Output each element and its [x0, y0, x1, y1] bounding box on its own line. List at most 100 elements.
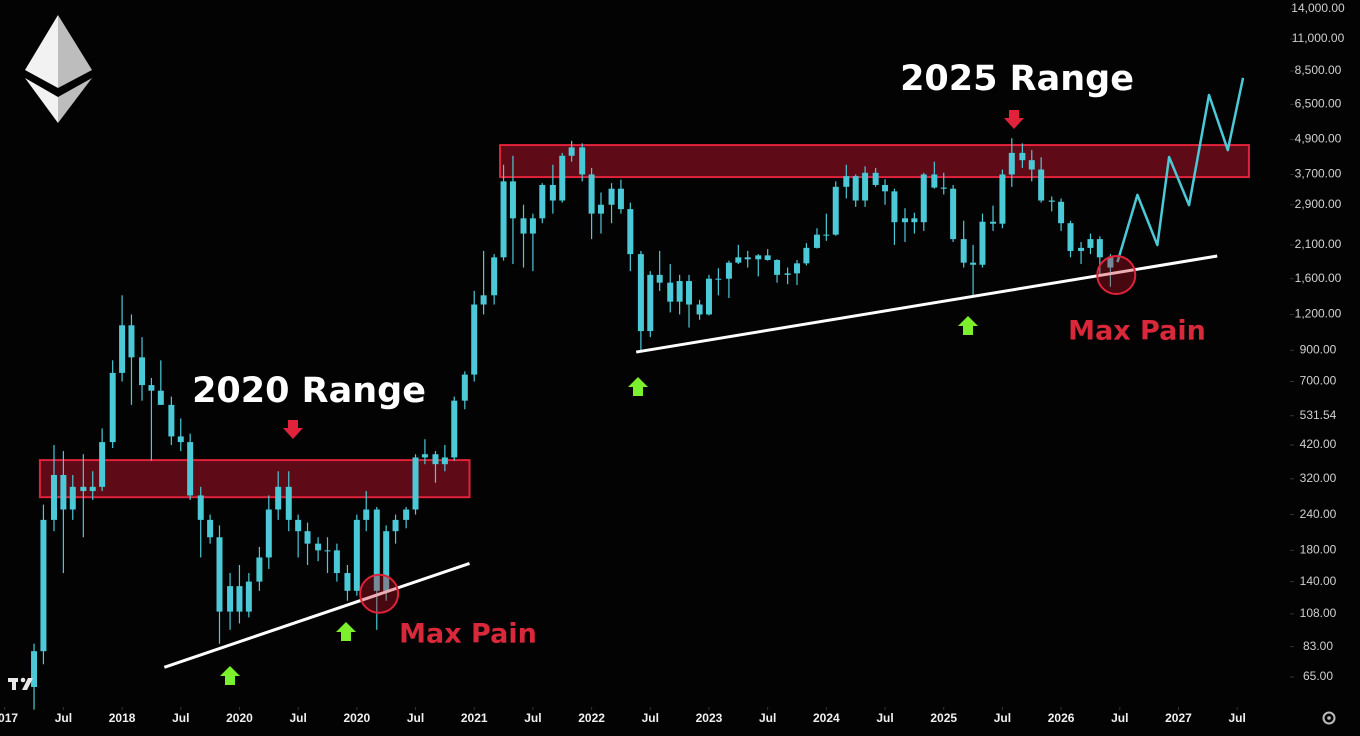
up-arrow [220, 666, 240, 685]
x-tick-label: 2027 [1165, 711, 1192, 725]
y-tick-label: 83.00 [1303, 639, 1333, 653]
candle-body [705, 278, 712, 315]
candle-body [1028, 160, 1035, 170]
x-tick-label: Jul [524, 711, 541, 725]
max-pain-circle [359, 573, 400, 614]
candle-body [617, 188, 624, 210]
candle-body [970, 262, 977, 265]
candles-layer [31, 138, 1114, 710]
candle-body [441, 457, 448, 465]
tv-logo-part [12, 678, 16, 690]
candle-body [471, 304, 478, 375]
candle-body [676, 281, 683, 302]
x-tick-label: 2020 [343, 711, 370, 725]
settings-icon[interactable] [1322, 711, 1336, 725]
candle-body [784, 273, 791, 275]
candle-body [285, 486, 292, 520]
candle-body [559, 155, 566, 201]
candle-body [940, 187, 947, 189]
candle-body [148, 385, 155, 391]
y-tick-label: 8,500.00 [1295, 63, 1342, 77]
candle-body [333, 550, 340, 574]
settings-gear-center [1327, 716, 1331, 720]
x-tick-label: Jul [407, 711, 424, 725]
x-tick-label: Jul [759, 711, 776, 725]
up-arrow [628, 377, 648, 396]
candle-body [832, 186, 839, 235]
x-tick-label: Jul [994, 711, 1011, 725]
candle-body [509, 181, 516, 219]
y-tick-label: 180.00 [1300, 543, 1337, 557]
candle-body [315, 543, 322, 551]
candle-body [755, 255, 762, 260]
candle-body [256, 557, 263, 582]
candle-body [588, 174, 595, 214]
max-pain-label: Max Pain [399, 619, 537, 650]
candle-body [383, 531, 390, 591]
y-tick-label: 2,900.00 [1295, 197, 1342, 211]
up-arrow [336, 622, 356, 641]
x-tick-label: Jul [642, 711, 659, 725]
settings-gear[interactable] [1322, 711, 1336, 725]
candle-body [265, 509, 272, 558]
candle-body [911, 218, 918, 223]
y-tick-label: 4,900.00 [1295, 132, 1342, 146]
candle-body [245, 581, 252, 612]
range-box [38, 459, 471, 499]
candle-body [608, 188, 615, 205]
candle-body [373, 509, 380, 591]
candle-body [119, 325, 126, 373]
candle-body [236, 586, 243, 612]
candle-body [744, 257, 751, 260]
y-tick-label: 140.00 [1300, 574, 1337, 588]
y-tick-label: 900.00 [1300, 342, 1337, 356]
candle-body [764, 255, 771, 260]
candle-body [568, 147, 575, 156]
candle-body [207, 519, 214, 538]
candle-body [1058, 201, 1065, 224]
x-tick-label: Jul [876, 711, 893, 725]
candle-body [344, 573, 351, 591]
candle-body [421, 454, 428, 458]
candle-body [539, 184, 546, 219]
up-arrow [958, 316, 978, 335]
candle-body [50, 474, 57, 520]
candle-body [647, 274, 654, 332]
candle-body [882, 184, 889, 192]
lines-layer [163, 77, 1245, 669]
candle-body [80, 486, 87, 492]
candle-body [891, 191, 898, 223]
candle-body [529, 218, 536, 234]
x-tick-label: 2026 [1048, 711, 1075, 725]
candle-body [843, 176, 850, 187]
y-tick-label: 1,600.00 [1295, 271, 1342, 285]
x-tick-label: 2021 [461, 711, 488, 725]
candle-body [931, 174, 938, 188]
candle-body [60, 474, 67, 510]
ranges-layer [38, 144, 1250, 499]
candle-body [1096, 239, 1103, 258]
candle-body [1008, 152, 1015, 175]
y-tick-label: 531.54 [1300, 408, 1337, 422]
y-tick-label: 320.00 [1300, 471, 1337, 485]
annotation-layer: 2020 Range 2025 Range Max Pain Max Pain [192, 59, 1206, 685]
y-tick-label: 65.00 [1303, 669, 1333, 683]
candle-body [275, 486, 282, 510]
candle-body [1038, 169, 1045, 201]
axes-layer: 14,000.00 11,000.00 8,500.00 6,500.00 4,900.… [0, 1, 1345, 725]
candle-body [227, 586, 234, 612]
candle-body [295, 519, 302, 532]
tv-logo-part [22, 678, 33, 690]
y-tick-label: 3,700.00 [1295, 167, 1342, 181]
candle-body [920, 174, 927, 223]
x-tick-label: Jul [1229, 711, 1246, 725]
candle-body [216, 537, 223, 612]
x-tick-label: 2025 [930, 711, 957, 725]
candle-body [579, 147, 586, 175]
candle-body [500, 181, 507, 258]
trendline [635, 254, 1218, 354]
candle-body [392, 519, 399, 532]
x-tick-label: 2022 [578, 711, 605, 725]
